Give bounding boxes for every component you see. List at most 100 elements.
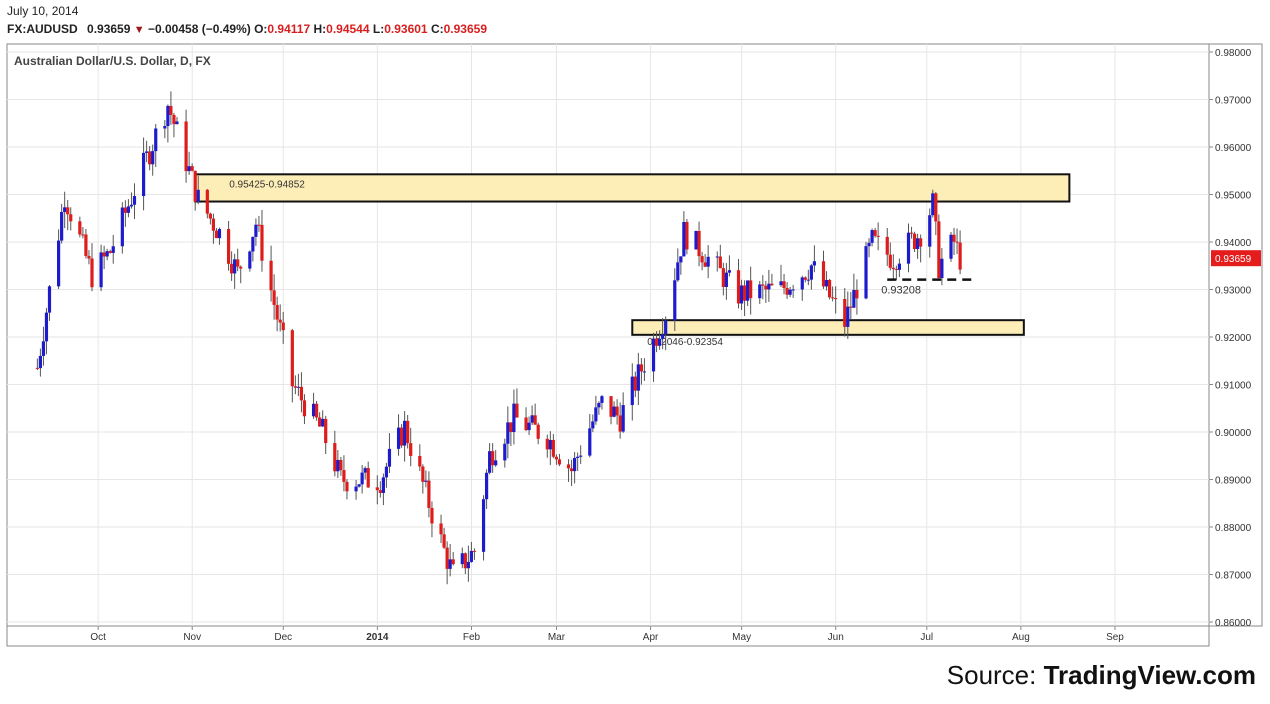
candle-down (342, 470, 346, 482)
candle-down (873, 230, 877, 236)
candle-down (290, 330, 294, 387)
price-tag-text: 0.93659 (1215, 254, 1252, 265)
source-brand[interactable]: TradingView.com (1043, 660, 1256, 690)
candle-up (126, 206, 131, 213)
chart-date: July 10, 2014 (7, 4, 79, 18)
candle-down (782, 281, 786, 289)
candle-up (151, 151, 155, 165)
y-tick-label: 0.95000 (1215, 191, 1252, 202)
candle-up (387, 448, 392, 467)
candle-up (788, 289, 792, 295)
y-tick-label: 0.91000 (1215, 381, 1252, 392)
candle-down (169, 105, 173, 115)
candle-up (154, 128, 158, 152)
candle-down (491, 451, 495, 466)
candle-up (44, 312, 49, 342)
candle-down (333, 443, 337, 472)
candle-up (41, 341, 46, 356)
candle-down (451, 559, 455, 565)
candle-up (621, 405, 625, 432)
candle-up (527, 422, 531, 431)
candle-down (557, 459, 562, 465)
candle-up (630, 376, 634, 406)
x-tick-label: Jul (920, 632, 933, 643)
candle-down (912, 233, 917, 250)
candle-down (214, 230, 219, 239)
last-price: 0.93659 (87, 22, 131, 36)
candle-down (281, 322, 285, 331)
candle-up (852, 289, 856, 308)
candle-down (885, 236, 889, 255)
candle-down (934, 193, 938, 222)
low-value: 0.93601 (384, 22, 428, 36)
candles (35, 91, 962, 585)
candle-down (803, 277, 807, 280)
candle-down (761, 284, 765, 286)
candle-down (35, 367, 39, 369)
y-tick-label: 0.94000 (1215, 238, 1252, 249)
candle-down (172, 114, 176, 125)
candle-down (278, 319, 282, 323)
candle-down (554, 456, 558, 460)
candle-up (460, 553, 464, 565)
candle-up (196, 189, 200, 202)
candle-up (141, 152, 146, 197)
high-label: H: (313, 22, 327, 36)
candle-up (767, 283, 771, 290)
candle-up (530, 415, 534, 423)
candle-down (345, 481, 349, 492)
candle-down (226, 228, 231, 264)
candle-up (296, 386, 300, 388)
candle-up (396, 427, 401, 449)
candle-down (919, 238, 923, 247)
candle-down (685, 221, 689, 250)
candle-up (940, 258, 944, 279)
candle-down (293, 386, 297, 388)
candle-down (785, 288, 789, 295)
candle-down (876, 235, 880, 237)
candle-down (299, 386, 304, 401)
candle-down (366, 468, 370, 488)
candle-up (57, 240, 61, 287)
candle-down (190, 166, 194, 171)
symbol-label[interactable]: FX:AUDUSD (7, 22, 78, 36)
open-label: O: (254, 22, 268, 36)
candle-up (661, 334, 665, 339)
x-tick-label: Mar (548, 632, 566, 643)
candle-up (512, 403, 516, 432)
candle-down (958, 242, 962, 270)
close-value: 0.93659 (443, 22, 488, 36)
candle-up (594, 407, 598, 422)
candle-up (336, 459, 340, 472)
y-tick-label: 0.87000 (1215, 571, 1252, 582)
candle-down (721, 268, 725, 287)
candle-up (806, 279, 810, 281)
candle-up (679, 256, 683, 263)
candle-down (302, 400, 307, 417)
candle-up (469, 550, 474, 562)
candle-down (551, 439, 555, 457)
candle-down (472, 550, 477, 552)
y-tick-labels: 0.98000 0.97000 0.96000 0.95000 0.94000 0.930… (1209, 48, 1252, 629)
candle-down (736, 270, 741, 304)
candle-up (928, 215, 932, 247)
candle-up (800, 277, 804, 290)
candle-down (208, 213, 212, 219)
time-axis[interactable] (6, 625, 1210, 647)
candle-down (375, 487, 379, 491)
candle-up (187, 166, 191, 172)
candle-up (251, 236, 255, 252)
candle-up (694, 230, 698, 250)
candle-down (615, 406, 619, 416)
candle-up (494, 460, 498, 466)
candle-up (916, 238, 920, 250)
zones: 0.95425-0.94852 0.92046-0.92354 (194, 173, 1071, 348)
price-axis[interactable] (1208, 43, 1263, 627)
x-tick-label: 2014 (366, 632, 389, 643)
candle-up (591, 421, 595, 429)
zone-box (631, 319, 1025, 336)
candle-down (272, 290, 276, 305)
candle-down (831, 297, 835, 299)
candle-up (658, 338, 662, 346)
